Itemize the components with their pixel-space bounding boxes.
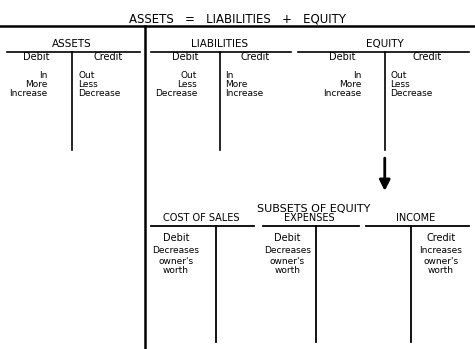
Text: owner's: owner's bbox=[270, 257, 305, 266]
Text: Decrease: Decrease bbox=[78, 89, 121, 98]
Text: Credit: Credit bbox=[241, 52, 270, 62]
Text: Out: Out bbox=[390, 70, 407, 80]
Text: Increases: Increases bbox=[419, 246, 462, 255]
Text: Decreases: Decreases bbox=[152, 246, 199, 255]
Text: In: In bbox=[352, 70, 361, 80]
Text: Debit: Debit bbox=[274, 233, 301, 243]
Text: Out: Out bbox=[181, 70, 197, 80]
Text: Out: Out bbox=[78, 70, 95, 80]
Text: Increase: Increase bbox=[323, 89, 361, 98]
Text: owner's: owner's bbox=[158, 257, 193, 266]
Text: Credit: Credit bbox=[426, 233, 456, 243]
Text: More: More bbox=[25, 80, 48, 89]
Text: owner's: owner's bbox=[423, 257, 458, 266]
Text: Less: Less bbox=[78, 80, 98, 89]
Text: ASSETS   =   LIABILITIES   +   EQUITY: ASSETS = LIABILITIES + EQUITY bbox=[129, 12, 346, 25]
Text: SUBSETS OF EQUITY: SUBSETS OF EQUITY bbox=[257, 204, 370, 214]
Text: Debit: Debit bbox=[172, 52, 199, 62]
Text: Debit: Debit bbox=[23, 52, 49, 62]
Text: Debit: Debit bbox=[162, 233, 189, 243]
Text: Decrease: Decrease bbox=[390, 89, 433, 98]
Text: EQUITY: EQUITY bbox=[366, 39, 404, 49]
Text: LIABILITIES: LIABILITIES bbox=[191, 39, 248, 49]
Text: More: More bbox=[226, 80, 248, 89]
Text: COST OF SALES: COST OF SALES bbox=[162, 213, 239, 223]
Text: Debit: Debit bbox=[329, 52, 355, 62]
Text: Credit: Credit bbox=[413, 52, 442, 62]
Text: Increase: Increase bbox=[226, 89, 264, 98]
Text: Less: Less bbox=[177, 80, 197, 89]
Text: ASSETS: ASSETS bbox=[52, 39, 92, 49]
Text: In: In bbox=[39, 70, 48, 80]
Text: In: In bbox=[226, 70, 234, 80]
Text: Decreases: Decreases bbox=[264, 246, 311, 255]
Text: More: More bbox=[339, 80, 361, 89]
Text: Credit: Credit bbox=[94, 52, 123, 62]
Text: worth: worth bbox=[163, 266, 189, 275]
Text: Less: Less bbox=[390, 80, 410, 89]
Text: INCOME: INCOME bbox=[396, 213, 435, 223]
Text: Decrease: Decrease bbox=[155, 89, 197, 98]
Text: EXPENSES: EXPENSES bbox=[285, 213, 335, 223]
Text: worth: worth bbox=[428, 266, 454, 275]
Text: Increase: Increase bbox=[9, 89, 48, 98]
Text: worth: worth bbox=[275, 266, 300, 275]
